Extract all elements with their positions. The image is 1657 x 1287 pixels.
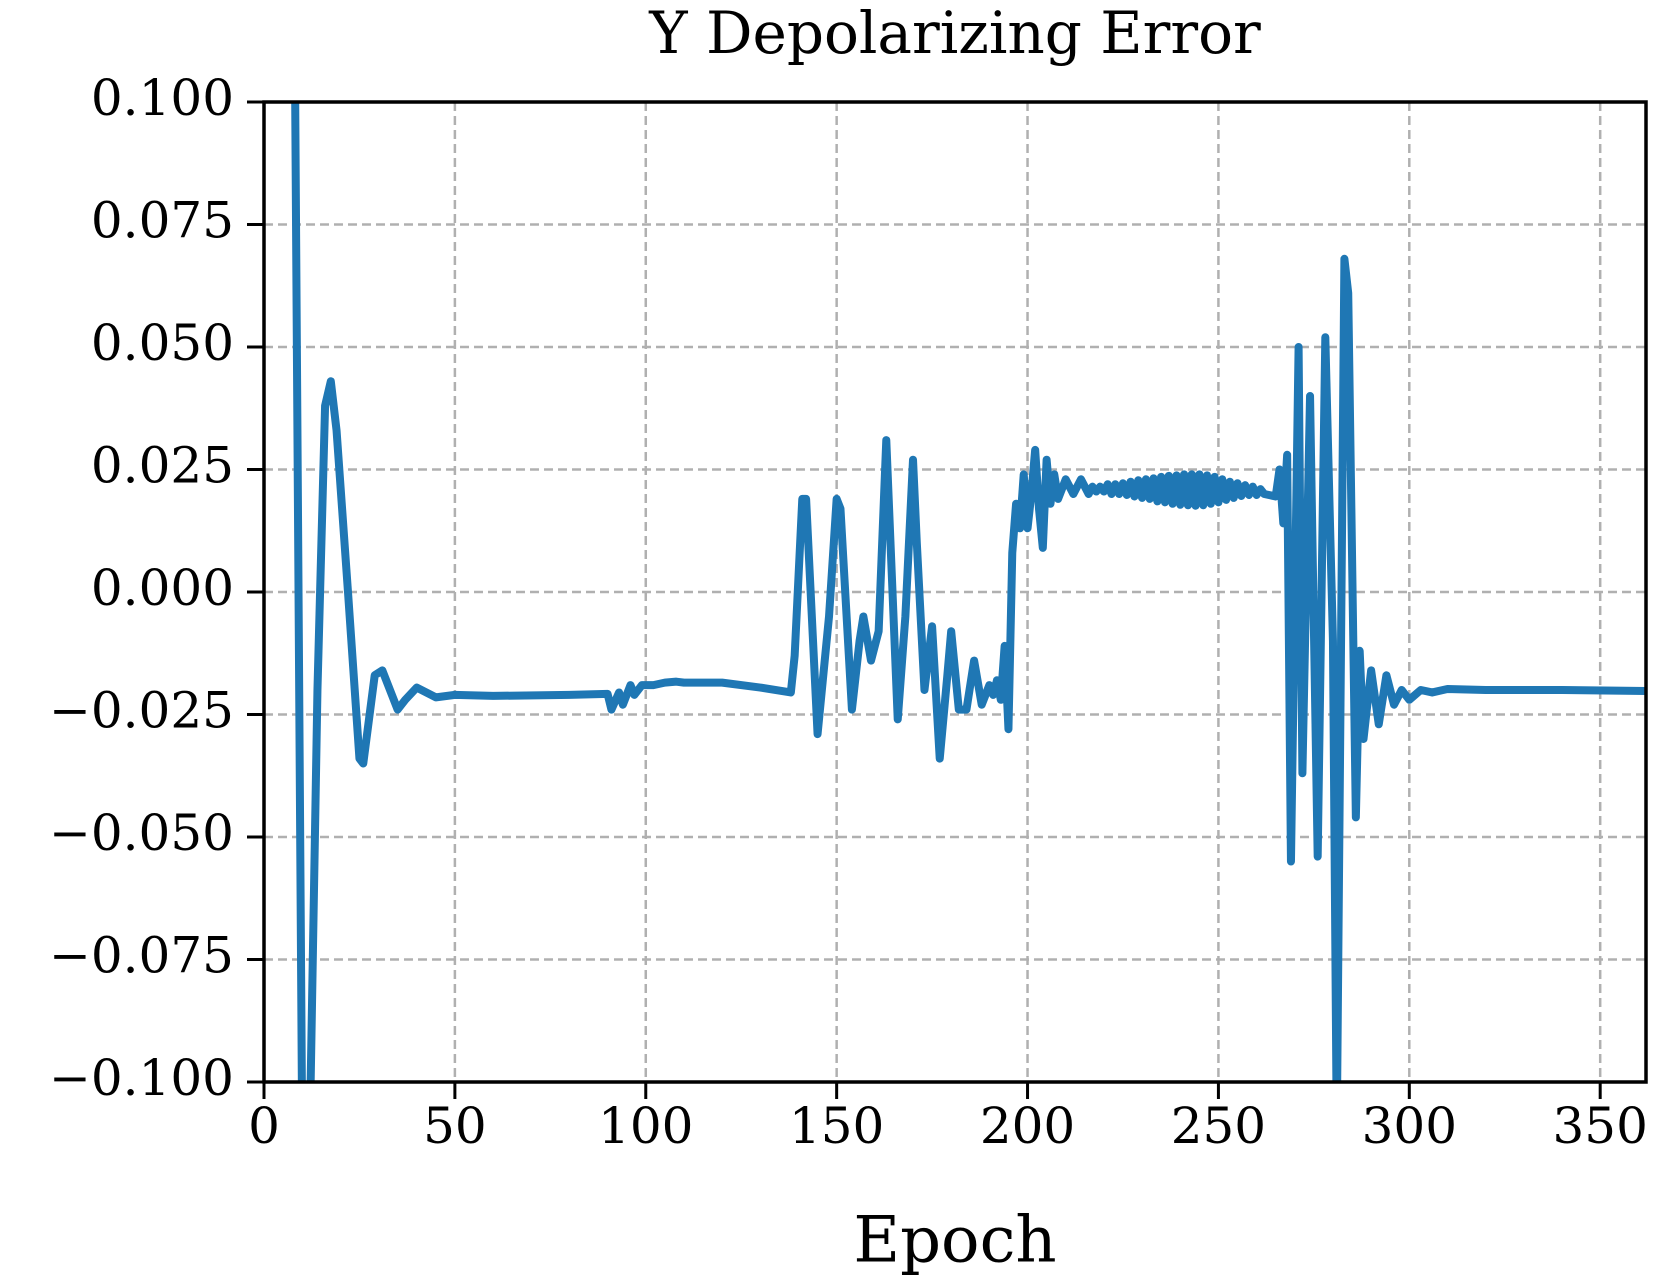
x-tick-label: 300 [1362,1097,1457,1155]
y-tick-label: 0.025 [91,437,234,495]
chart-title: Y Depolarizing Error [648,0,1261,67]
y-tick-label: 0.050 [91,314,234,372]
y-tick-label: −0.025 [49,682,234,740]
plot-frame [262,100,1648,1084]
x-tick-label: 350 [1552,1097,1647,1155]
y-tick-label: 0.075 [91,192,234,250]
x-tick-label: 200 [980,1097,1075,1155]
x-axis-label: Epoch [853,1204,1056,1278]
x-tick-label: 150 [789,1097,884,1155]
y-tick-label: 0.100 [91,69,234,127]
x-tick-label: 250 [1171,1097,1266,1155]
x-tick-label: 50 [423,1097,487,1155]
y-tick-label: −0.075 [49,927,234,985]
y-tick-label: −0.050 [49,804,234,862]
y-tick-label: 0.000 [91,559,234,617]
y-tick-label: −0.100 [49,1049,234,1107]
data-line [291,102,1646,1082]
x-tick-label: 100 [598,1097,693,1155]
x-tick-label: 0 [248,1097,280,1155]
